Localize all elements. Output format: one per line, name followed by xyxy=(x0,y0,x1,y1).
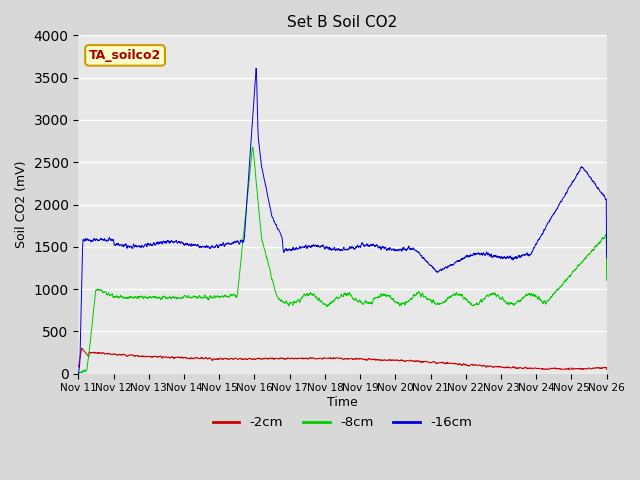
-2cm xyxy=(603,367,611,372)
Text: TA_soilco2: TA_soilco2 xyxy=(89,49,161,62)
-16cm xyxy=(252,65,260,71)
-16cm xyxy=(593,184,600,190)
-16cm xyxy=(536,236,543,241)
-2cm xyxy=(536,366,543,372)
-16cm xyxy=(166,240,174,245)
Legend: -2cm, -8cm, -16cm: -2cm, -8cm, -16cm xyxy=(207,411,477,435)
-8cm xyxy=(278,298,285,303)
-2cm xyxy=(75,364,83,370)
-8cm xyxy=(75,371,83,376)
-2cm xyxy=(166,355,174,360)
Line: -2cm: -2cm xyxy=(79,348,607,370)
-16cm xyxy=(277,233,285,239)
-8cm xyxy=(593,243,600,249)
-2cm xyxy=(300,356,308,361)
-8cm xyxy=(536,296,543,302)
Line: -8cm: -8cm xyxy=(79,147,607,373)
-2cm xyxy=(135,353,143,359)
Title: Set B Soil CO2: Set B Soil CO2 xyxy=(287,15,397,30)
-16cm xyxy=(300,244,308,250)
-16cm xyxy=(75,371,83,376)
-2cm xyxy=(541,367,548,372)
-8cm xyxy=(75,371,83,376)
X-axis label: Time: Time xyxy=(327,396,358,409)
Line: -16cm: -16cm xyxy=(79,68,607,373)
-16cm xyxy=(603,255,611,261)
-2cm xyxy=(593,365,600,371)
-8cm xyxy=(603,277,611,283)
-8cm xyxy=(249,144,257,150)
-8cm xyxy=(135,296,143,301)
Y-axis label: Soil CO2 (mV): Soil CO2 (mV) xyxy=(15,161,28,248)
-16cm xyxy=(135,243,143,249)
-8cm xyxy=(300,291,308,297)
-2cm xyxy=(78,346,86,351)
-2cm xyxy=(277,355,285,361)
-8cm xyxy=(166,294,174,300)
